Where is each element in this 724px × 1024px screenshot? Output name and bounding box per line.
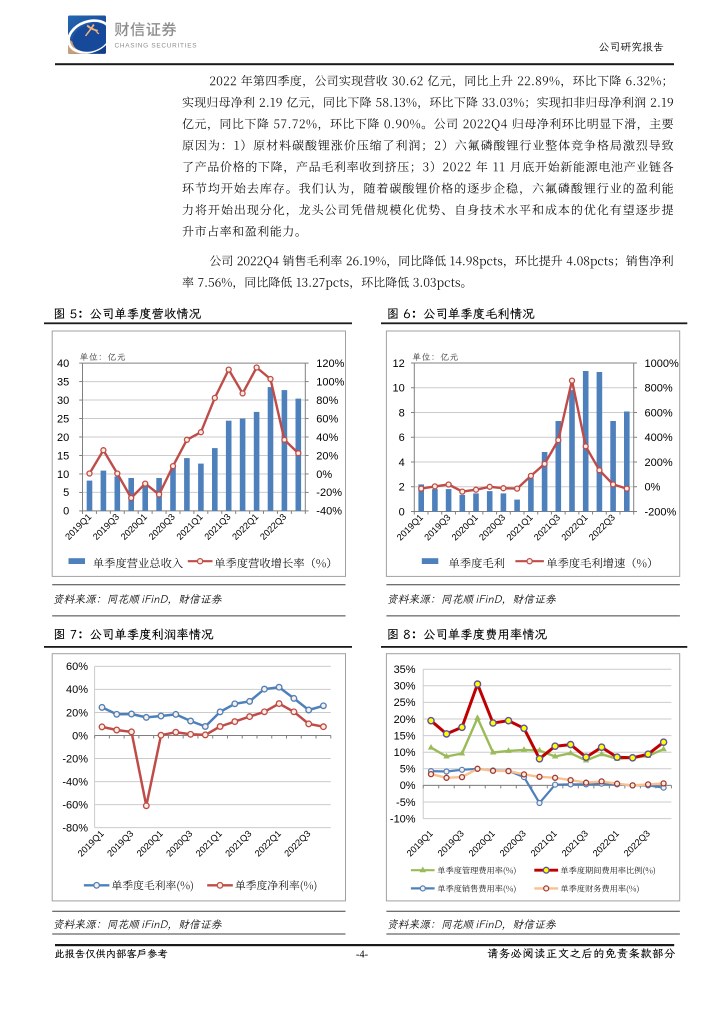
svg-text:-40%: -40% (62, 776, 88, 788)
svg-text:600%: 600% (645, 407, 673, 419)
svg-text:2022Q3: 2022Q3 (258, 512, 288, 542)
svg-text:2: 2 (399, 482, 405, 494)
svg-text:2020Q3: 2020Q3 (147, 512, 177, 542)
svg-text:2020Q3: 2020Q3 (477, 512, 507, 542)
svg-text:10%: 10% (394, 747, 416, 759)
svg-text:2020Q1: 2020Q1 (467, 828, 497, 858)
svg-text:10: 10 (393, 383, 405, 395)
svg-text:400%: 400% (645, 432, 673, 444)
svg-text:2019Q3: 2019Q3 (422, 512, 452, 542)
svg-text:2022Q1: 2022Q1 (253, 829, 283, 859)
svg-text:2021Q1: 2021Q1 (505, 512, 535, 542)
svg-text:-60%: -60% (62, 799, 88, 811)
svg-text:2019Q1: 2019Q1 (405, 828, 435, 858)
svg-text:2021Q3: 2021Q3 (560, 828, 590, 858)
svg-text:-20%: -20% (62, 753, 88, 765)
svg-text:20%: 20% (66, 707, 88, 719)
svg-text:2021Q3: 2021Q3 (532, 512, 562, 542)
svg-text:4: 4 (399, 457, 405, 469)
svg-text:30: 30 (57, 395, 69, 407)
svg-text:5: 5 (63, 487, 69, 499)
svg-text:20%: 20% (394, 714, 416, 726)
svg-text:2021Q1: 2021Q1 (529, 828, 559, 858)
svg-text:2020Q3: 2020Q3 (164, 829, 194, 859)
svg-text:2020Q1: 2020Q1 (135, 829, 165, 859)
svg-text:2022Q1: 2022Q1 (591, 828, 621, 858)
svg-text:2020Q3: 2020Q3 (498, 828, 528, 858)
svg-text:120%: 120% (316, 358, 344, 370)
svg-text:100%: 100% (316, 376, 344, 388)
svg-text:2022Q3: 2022Q3 (587, 512, 617, 542)
svg-text:8: 8 (399, 407, 405, 419)
svg-text:15%: 15% (394, 730, 416, 742)
svg-text:35%: 35% (394, 664, 416, 676)
svg-text:10: 10 (57, 469, 69, 481)
svg-text:2022Q3: 2022Q3 (282, 829, 312, 859)
svg-text:2020Q1: 2020Q1 (450, 512, 480, 542)
svg-text:0: 0 (63, 506, 69, 518)
svg-text:80%: 80% (316, 395, 338, 407)
svg-text:40%: 40% (66, 684, 88, 696)
svg-text:CHASING SECURITIES: CHASING SECURITIES (115, 42, 198, 49)
svg-text:60%: 60% (66, 661, 88, 673)
svg-text:-20%: -20% (316, 487, 342, 499)
svg-text:-200%: -200% (645, 506, 677, 518)
svg-text:30%: 30% (394, 681, 416, 693)
svg-text:0: 0 (399, 506, 405, 518)
svg-text:25: 25 (57, 413, 69, 425)
svg-text:12: 12 (393, 358, 405, 370)
svg-text:6: 6 (399, 432, 405, 444)
svg-text:5%: 5% (400, 764, 416, 776)
svg-text:2021Q3: 2021Q3 (202, 512, 232, 542)
svg-text:2022Q3: 2022Q3 (622, 828, 652, 858)
svg-text:2021Q3: 2021Q3 (223, 829, 253, 859)
svg-text:0%: 0% (645, 482, 661, 494)
svg-text:40: 40 (57, 358, 69, 370)
svg-text:2022Q1: 2022Q1 (230, 512, 260, 542)
svg-text:-80%: -80% (62, 822, 88, 834)
svg-text:0%: 0% (72, 730, 88, 742)
svg-text:0%: 0% (400, 780, 416, 792)
svg-text:-10%: -10% (390, 813, 416, 825)
svg-text:1000%: 1000% (645, 358, 679, 370)
svg-text:800%: 800% (645, 383, 673, 395)
svg-text:-4-: -4- (356, 949, 369, 960)
svg-text:2021Q1: 2021Q1 (194, 829, 224, 859)
svg-text:35: 35 (57, 376, 69, 388)
svg-text:2021Q1: 2021Q1 (175, 512, 205, 542)
svg-text:200%: 200% (645, 457, 673, 469)
svg-text:20: 20 (57, 432, 69, 444)
svg-text:2020Q1: 2020Q1 (119, 512, 149, 542)
svg-text:2019Q3: 2019Q3 (105, 829, 135, 859)
svg-text:-40%: -40% (316, 506, 342, 518)
svg-text:2019Q3: 2019Q3 (91, 512, 121, 542)
svg-text:40%: 40% (316, 432, 338, 444)
svg-text:20%: 20% (316, 450, 338, 462)
svg-text:2019Q3: 2019Q3 (436, 828, 466, 858)
svg-text:-5%: -5% (396, 797, 416, 809)
svg-text:25%: 25% (394, 697, 416, 709)
svg-text:2022Q1: 2022Q1 (559, 512, 589, 542)
svg-text:15: 15 (57, 450, 69, 462)
svg-text:0%: 0% (316, 469, 332, 481)
svg-text:60%: 60% (316, 413, 338, 425)
